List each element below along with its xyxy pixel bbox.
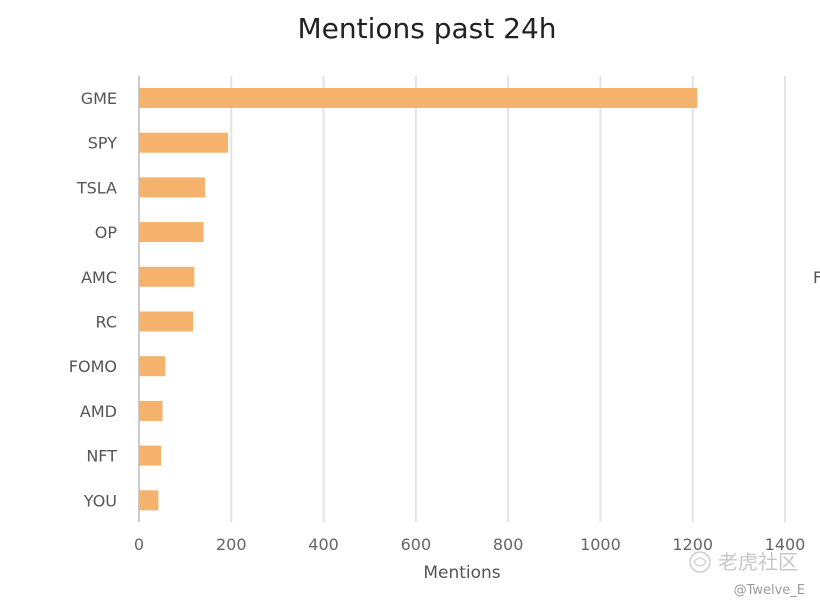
x-tick-labels: 0 200 400 600 800 1000 1200 1400 (134, 535, 805, 554)
cropped-edge-text: F (813, 268, 820, 287)
bars (139, 88, 698, 511)
x-tick-label: 200 (216, 535, 247, 554)
x-tick-label: 800 (493, 535, 524, 554)
bar (139, 490, 159, 511)
gridlines (138, 76, 786, 522)
category-label: GME (81, 89, 117, 108)
bar (139, 88, 698, 108)
category-labels: GME SPY TSLA OP AMC RC FOMO AMD NFT YOU (69, 89, 118, 510)
bar (139, 400, 163, 421)
x-tick-label: 1400 (765, 535, 806, 554)
category-label: AMC (81, 268, 117, 287)
x-tick-label: 1000 (580, 535, 621, 554)
watermark: 老虎社区 @Twelve_E (689, 550, 805, 598)
category-label: NFT (86, 447, 117, 466)
category-label: OP (95, 223, 118, 242)
tiger-logo-icon (689, 551, 711, 573)
watermark-user: @Twelve_E (734, 583, 805, 598)
bar (139, 266, 195, 287)
x-tick-label: 600 (401, 535, 432, 554)
category-label: AMD (80, 402, 117, 421)
category-label: RC (96, 313, 118, 332)
x-tick-label: 0 (134, 535, 144, 554)
category-label: FOMO (69, 357, 117, 376)
x-axis-label: Mentions (423, 563, 500, 583)
bar (139, 445, 162, 466)
bar (139, 311, 193, 332)
category-label: TSLA (76, 178, 117, 197)
watermark-logo-text: 老虎社区 (718, 550, 798, 574)
chart-title: Mentions past 24h (297, 12, 556, 45)
bar (139, 222, 204, 243)
x-tick-label: 400 (308, 535, 339, 554)
category-label: YOU (83, 491, 117, 510)
bar (139, 132, 229, 153)
bar (139, 177, 205, 198)
category-label: SPY (88, 134, 117, 153)
x-tick-label: 1200 (672, 535, 713, 554)
bar (139, 356, 166, 377)
